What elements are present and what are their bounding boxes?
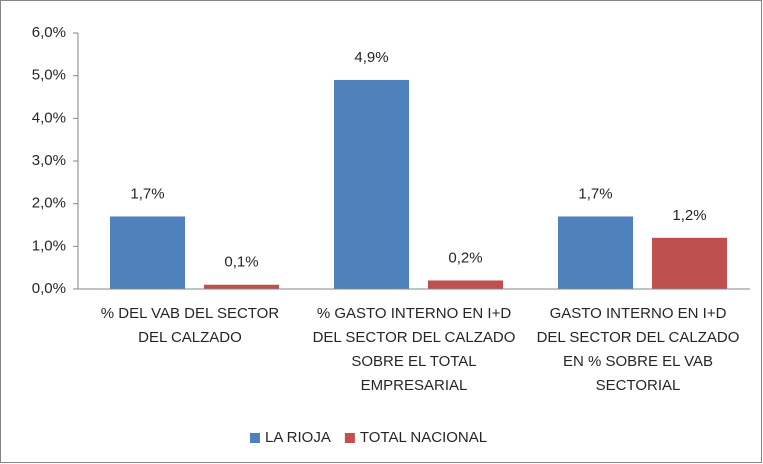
x-tick-label: % DEL VAB DEL SECTOR DEL CALZADO	[100, 305, 280, 346]
y-tick-label: 1,0%	[32, 237, 66, 254]
y-tick-label: 3,0%	[32, 152, 66, 169]
bar	[334, 79, 409, 289]
data-label: 4,9%	[354, 49, 388, 66]
data-label: 1,7%	[130, 185, 164, 202]
data-label: 0,1%	[224, 254, 258, 271]
data-label: 1,2%	[672, 207, 706, 224]
bar	[558, 216, 633, 289]
y-tick-label: 2,0%	[32, 195, 66, 212]
bar	[110, 216, 185, 289]
bar	[652, 237, 727, 289]
data-label: 1,7%	[578, 185, 612, 202]
x-tick-label: % GASTO INTERNO EN I+D DEL SECTOR DEL CA…	[312, 305, 516, 394]
legend-label: TOTAL NACIONAL	[360, 429, 487, 446]
data-label: 0,2%	[448, 249, 482, 266]
y-tick-label: 0,0%	[32, 280, 66, 297]
y-tick-label: 6,0%	[32, 24, 66, 41]
bar	[428, 280, 503, 289]
legend-swatch	[344, 433, 355, 443]
x-tick-label: GASTO INTERNO EN I+D DEL SECTOR DEL CALZ…	[536, 305, 740, 394]
y-tick-label: 4,0%	[32, 109, 66, 126]
bar	[204, 284, 279, 289]
legend-swatch	[250, 433, 260, 443]
legend-label: LA RIOJA	[265, 429, 331, 446]
y-tick-label: 5,0%	[32, 67, 66, 84]
